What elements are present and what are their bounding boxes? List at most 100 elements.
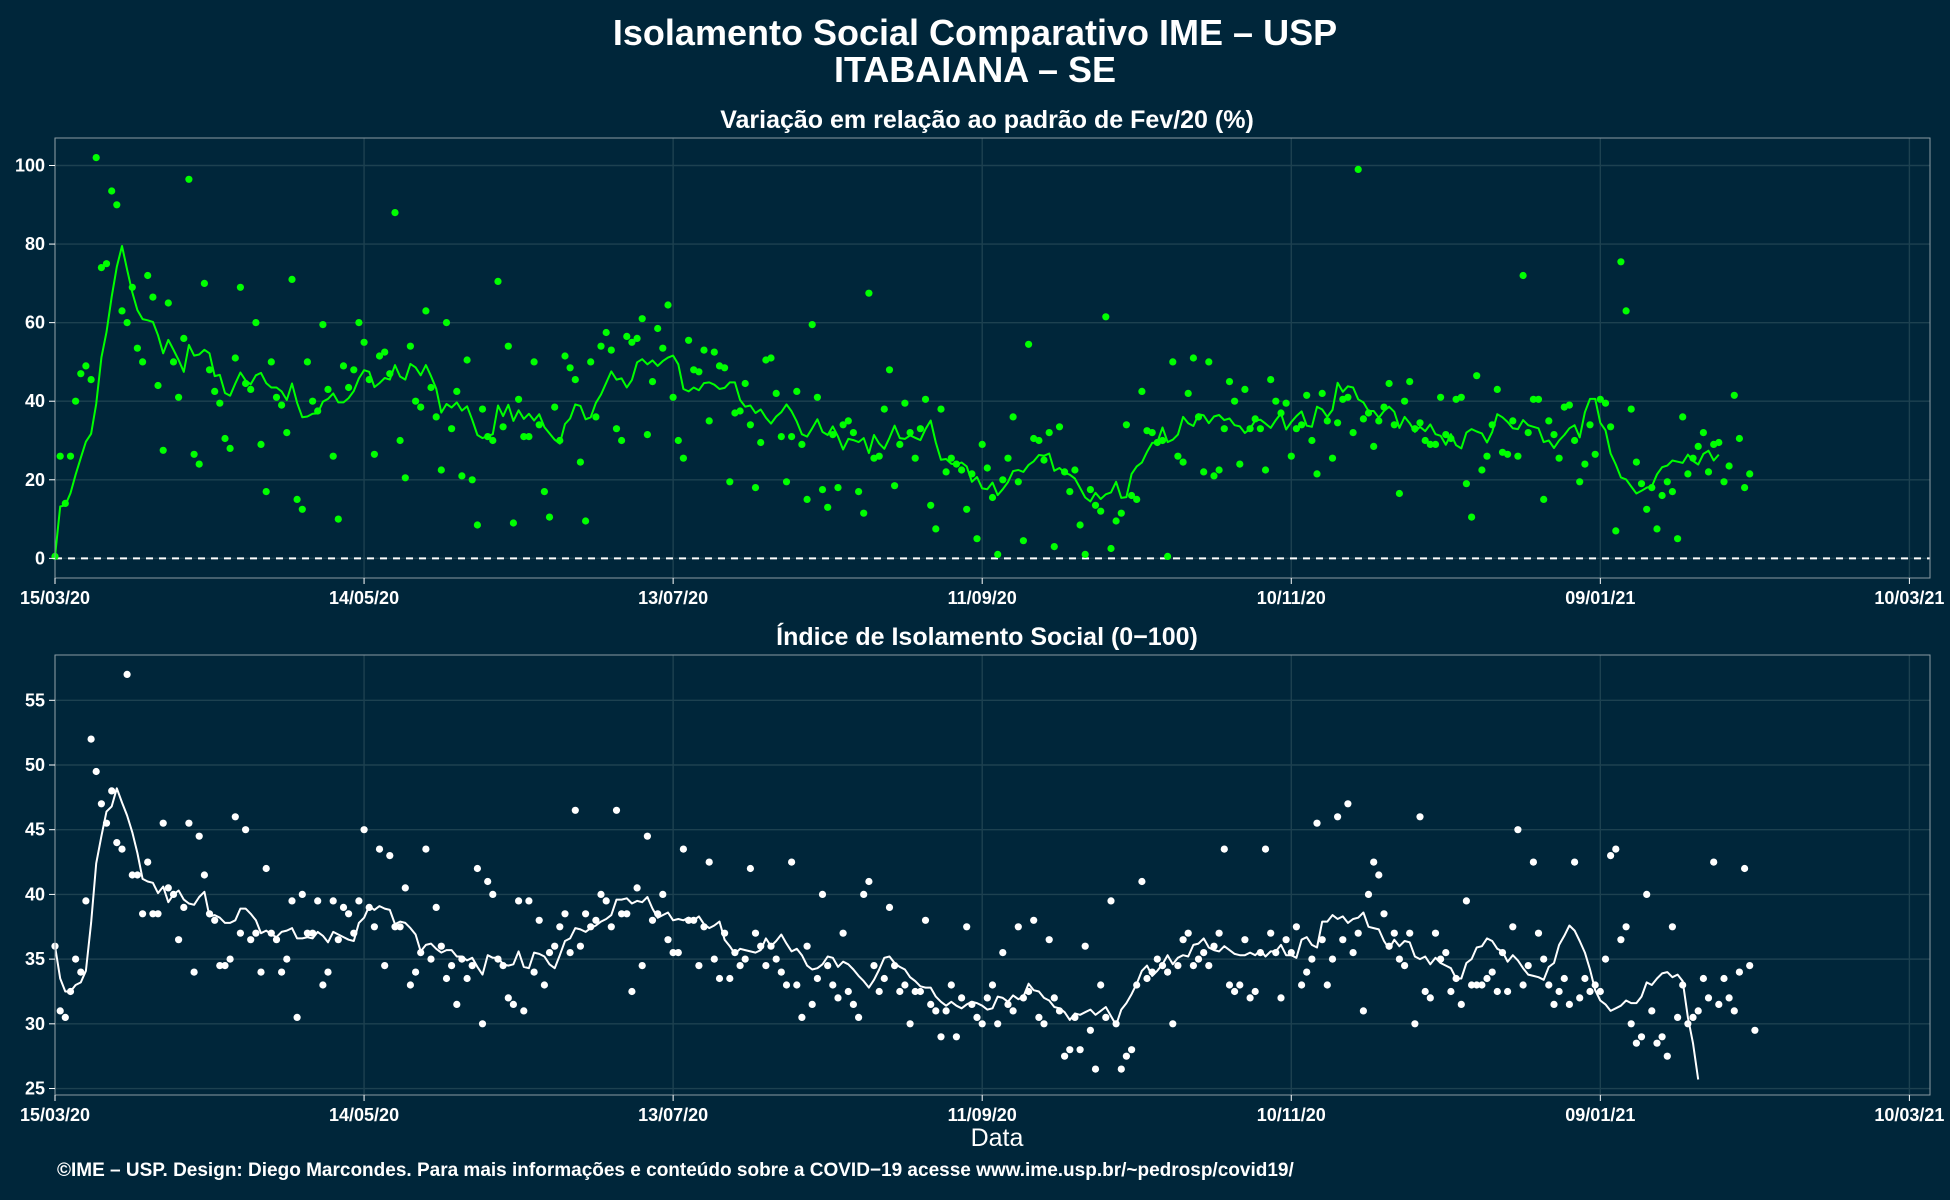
index-point bbox=[885, 903, 894, 912]
panel-index: Índice de Isolamento Social (0−100) 25 30… bbox=[20, 622, 1944, 1152]
variation-point bbox=[298, 505, 306, 513]
index-point bbox=[1128, 1046, 1136, 1054]
index-point bbox=[602, 897, 610, 905]
variation-point bbox=[1720, 478, 1728, 486]
variation-point bbox=[216, 399, 224, 407]
index-point bbox=[463, 974, 471, 983]
variation-point bbox=[1040, 456, 1048, 464]
index-point bbox=[1055, 1007, 1064, 1015]
index-point bbox=[442, 974, 451, 983]
index-point bbox=[1534, 929, 1543, 937]
index-point bbox=[1473, 981, 1481, 989]
index-point bbox=[932, 1007, 940, 1015]
variation-point bbox=[453, 387, 461, 395]
variation-point bbox=[1612, 527, 1620, 535]
index-point bbox=[952, 1033, 961, 1041]
variation-point bbox=[721, 364, 729, 372]
index-point bbox=[1498, 949, 1507, 957]
footer-credit: ©IME – USP. Design: Diego Marcondes. Par… bbox=[57, 1160, 1294, 1181]
index-point bbox=[916, 987, 925, 996]
variation-point bbox=[1328, 454, 1337, 462]
index-point bbox=[1030, 916, 1038, 924]
index-point bbox=[1596, 987, 1604, 996]
variation-point bbox=[1643, 505, 1651, 513]
variation-point bbox=[643, 431, 652, 439]
variation-point bbox=[1277, 409, 1285, 417]
variation-point bbox=[283, 429, 291, 437]
index-point bbox=[715, 974, 724, 983]
variation-point bbox=[1746, 470, 1754, 478]
index-point bbox=[1292, 923, 1300, 931]
variation-point bbox=[751, 484, 760, 492]
variation-point bbox=[180, 334, 188, 342]
variation-point bbox=[921, 395, 930, 403]
index-point bbox=[1215, 929, 1223, 937]
variation-point bbox=[1081, 550, 1089, 559]
index-point bbox=[1421, 987, 1429, 996]
variation-point bbox=[1668, 488, 1676, 496]
variation-point bbox=[551, 403, 559, 411]
variation-point bbox=[973, 535, 981, 543]
variation-point bbox=[118, 307, 126, 315]
variation-point bbox=[1581, 460, 1589, 468]
variation-point bbox=[1576, 478, 1584, 486]
index-point bbox=[1514, 826, 1522, 834]
variation-point bbox=[1241, 385, 1249, 393]
variation-point bbox=[1442, 431, 1450, 439]
index-point bbox=[375, 845, 384, 853]
variation-ytick-label-2: 40 bbox=[25, 391, 45, 411]
index-point bbox=[808, 1000, 816, 1009]
index-point bbox=[113, 839, 121, 847]
index-point bbox=[757, 942, 765, 950]
index-point bbox=[777, 968, 785, 976]
index-point bbox=[504, 994, 512, 1002]
index-xtick-label-3: 11/09/20 bbox=[948, 1105, 1017, 1125]
variation-point bbox=[813, 393, 822, 401]
variation-point bbox=[1529, 395, 1537, 403]
variation-point bbox=[891, 482, 899, 490]
variation-ytick-label-0: 0 bbox=[35, 548, 45, 568]
index-point bbox=[319, 981, 327, 989]
index-point bbox=[1380, 910, 1388, 918]
variation-point bbox=[77, 370, 85, 378]
index-point bbox=[736, 962, 744, 970]
index-point bbox=[1179, 936, 1187, 944]
variation-xtick-label-1: 14/05/20 bbox=[329, 588, 399, 608]
index-point bbox=[741, 955, 749, 963]
variation-point bbox=[571, 376, 579, 384]
variation-point bbox=[664, 301, 672, 309]
variation-point bbox=[370, 450, 378, 458]
variation-point bbox=[154, 381, 162, 390]
variation-point bbox=[267, 358, 275, 366]
variation-point bbox=[1102, 313, 1110, 321]
index-point bbox=[190, 968, 198, 976]
variation-point bbox=[798, 440, 806, 448]
index-point bbox=[1576, 994, 1584, 1002]
variation-point bbox=[1431, 440, 1440, 448]
variation-point bbox=[236, 283, 244, 291]
variation-point bbox=[442, 319, 451, 327]
index-point bbox=[247, 936, 255, 944]
index-point bbox=[1282, 936, 1290, 944]
variation-point bbox=[1741, 484, 1749, 492]
variation-point bbox=[952, 460, 961, 468]
variation-point bbox=[988, 493, 997, 502]
variation-ytick-label-1: 20 bbox=[25, 470, 45, 490]
panel-variation: Variação em relação ao padrão de Fev/20 … bbox=[15, 106, 1944, 608]
variation-point bbox=[1138, 387, 1146, 395]
variation-point bbox=[1004, 454, 1012, 462]
index-point bbox=[61, 1013, 69, 1022]
variation-point bbox=[427, 383, 435, 392]
variation-point bbox=[911, 454, 919, 462]
index-ytick-label-1: 30 bbox=[25, 1014, 45, 1034]
variation-point bbox=[484, 433, 492, 441]
index-point bbox=[891, 962, 899, 970]
variation-point bbox=[1406, 378, 1414, 386]
index-point bbox=[185, 819, 193, 827]
variation-point bbox=[927, 501, 935, 509]
index-point bbox=[710, 955, 718, 963]
variation-point bbox=[1256, 425, 1264, 433]
variation-point bbox=[1097, 507, 1105, 515]
index-point bbox=[782, 981, 791, 989]
variation-point bbox=[1282, 399, 1290, 407]
